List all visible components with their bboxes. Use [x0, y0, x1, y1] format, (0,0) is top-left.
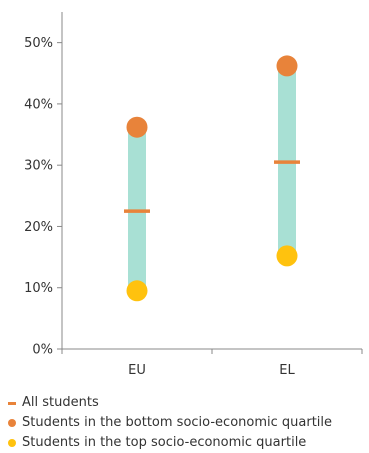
- all-students-mark-el: [274, 160, 300, 164]
- legend-marker-bottom-quartile: [8, 419, 16, 427]
- all-students-mark-eu: [124, 209, 150, 213]
- bottom-quartile-point-eu: [126, 116, 148, 138]
- y-tick-label: 50%: [24, 36, 53, 51]
- x-axis: EU EL: [61, 348, 363, 378]
- legend-item-all-students: All students: [8, 393, 369, 413]
- y-tick-label: 10%: [24, 281, 53, 296]
- top-quartile-point-eu: [126, 280, 148, 302]
- y-tick-label: 40%: [24, 97, 53, 112]
- x-tick-label-el: EL: [279, 363, 295, 378]
- range-bars: [128, 65, 296, 291]
- y-tick-label: 20%: [24, 220, 53, 235]
- legend: All students Students in the bottom soci…: [8, 393, 369, 453]
- y-axis: 0% 10% 20% 30% 40% 50%: [24, 12, 63, 358]
- data-marks: [124, 55, 300, 302]
- x-tick-label-eu: EU: [128, 363, 146, 378]
- range-bar-eu: [128, 127, 146, 291]
- legend-label-bottom-quartile: Students in the bottom socio-economic qu…: [22, 415, 333, 430]
- legend-item-top-quartile: Students in the top socio-economic quart…: [8, 433, 369, 453]
- bottom-quartile-point-el: [276, 55, 298, 77]
- legend-label-top-quartile: Students in the top socio-economic quart…: [22, 435, 307, 450]
- y-tick-label: 0%: [32, 343, 53, 358]
- legend-label-all-students: All students: [22, 395, 99, 410]
- legend-marker-all-students: [8, 401, 16, 405]
- legend-item-bottom-quartile: Students in the bottom socio-economic qu…: [8, 413, 369, 433]
- legend-marker-top-quartile: [8, 439, 16, 447]
- y-tick-label: 30%: [24, 159, 53, 174]
- top-quartile-point-el: [276, 245, 298, 267]
